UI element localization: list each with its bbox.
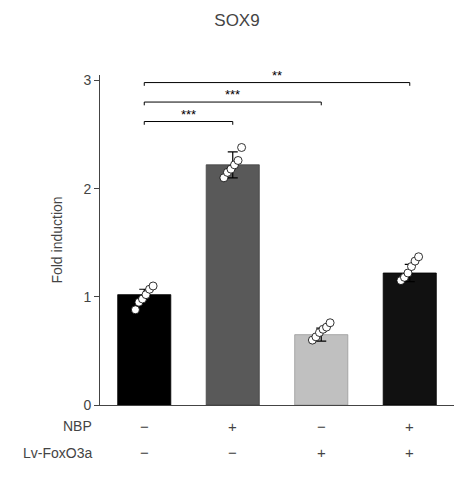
svg-text:NBP: NBP [63,418,92,434]
svg-text:+: + [405,418,414,435]
svg-text:+: + [317,444,326,461]
svg-text:***: *** [225,87,240,102]
svg-text:+: + [405,444,414,461]
svg-text:+: + [228,418,237,435]
svg-text:2: 2 [83,181,91,197]
svg-text:3: 3 [83,72,91,88]
svg-text:1: 1 [83,289,91,305]
svg-text:−: − [140,444,149,461]
svg-text:Lv-FoxO3a: Lv-FoxO3a [23,445,92,461]
svg-text:**: ** [272,68,282,83]
svg-text:−: − [228,444,237,461]
svg-text:SOX9: SOX9 [214,11,259,30]
svg-text:−: − [140,418,149,435]
svg-text:0: 0 [83,397,91,413]
svg-text:Fold induction: Fold induction [49,196,65,283]
svg-text:***: *** [181,107,196,122]
svg-text:−: − [317,418,326,435]
